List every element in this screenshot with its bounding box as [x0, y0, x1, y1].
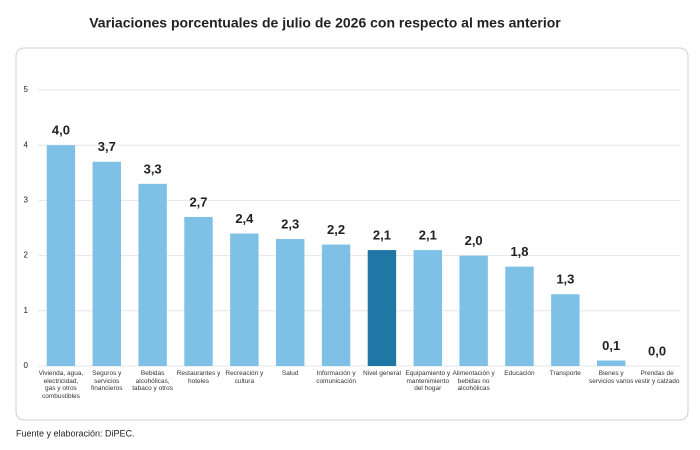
- x-tick-label: Recreación y cultura: [225, 370, 264, 385]
- x-tick-label-box: Bienes y servicios varios: [588, 370, 634, 385]
- value-label: 2,1: [373, 228, 391, 243]
- value-label: 1,3: [556, 272, 574, 287]
- value-label: 2,4: [235, 211, 254, 226]
- bar: [230, 233, 259, 366]
- bar: [46, 145, 76, 366]
- bar: [596, 360, 626, 366]
- chart-title: Variaciones porcentuales de julio de 202…: [89, 15, 561, 31]
- y-tick-label: 5: [24, 85, 29, 94]
- x-tick-label: Prendas de vestir y calzado: [634, 370, 680, 385]
- x-tick-label-box: Salud: [281, 370, 299, 377]
- y-tick-label: 1: [24, 306, 29, 315]
- value-label: 1,8: [510, 244, 528, 259]
- x-tick-label: Nivel general: [362, 370, 401, 377]
- value-label: 2,0: [465, 233, 483, 248]
- x-tick-label-box: Vivienda, agua, electricidad, gas y otro…: [38, 370, 84, 400]
- x-tick-label-box: Información y comunicación: [316, 370, 356, 385]
- bar: [551, 294, 580, 366]
- x-tick-label: Alimentación y bebidas no alcohólicas: [452, 370, 495, 392]
- value-label: 2,1: [419, 228, 437, 243]
- bar: [321, 244, 351, 366]
- y-tick-label: 3: [24, 196, 29, 205]
- bar: [275, 239, 305, 366]
- y-tick-label: 0: [24, 361, 29, 370]
- x-tick-label: Transporte: [549, 370, 581, 377]
- x-tick-label-box: Bebidas alcohólicas, tabaco y otros: [132, 370, 174, 392]
- value-label: 3,7: [98, 139, 116, 154]
- bar: [92, 161, 122, 366]
- value-label: 4,0: [52, 123, 70, 138]
- bar: [505, 266, 534, 366]
- x-tick-label: Equipamiento y mantenimiento del hogar: [405, 370, 451, 392]
- bar: [367, 250, 397, 366]
- value-label: 0,1: [602, 338, 620, 353]
- x-tick-label: Vivienda, agua, electricidad, gas y otro…: [38, 370, 84, 400]
- x-tick-label-box: Equipamiento y mantenimiento del hogar: [405, 370, 451, 392]
- x-tick-label-box: Transporte: [549, 370, 581, 377]
- bar: [184, 216, 213, 366]
- x-tick-label-box: Nivel general: [362, 370, 401, 377]
- x-tick-label: Salud: [281, 370, 299, 377]
- x-tick-label: Seguros y servicios financieros: [91, 370, 123, 392]
- y-tick-label: 4: [24, 140, 29, 149]
- value-label: 3,3: [144, 161, 162, 176]
- source-note: Fuente y elaboración: DiPEC.: [16, 428, 135, 438]
- bar: [138, 183, 167, 366]
- value-label: 2,3: [281, 216, 299, 231]
- x-tick-label-box: Educación: [504, 370, 535, 377]
- value-label: 0,0: [648, 343, 666, 358]
- x-tick-label: Educación: [504, 370, 535, 377]
- value-label: 2,2: [327, 222, 345, 237]
- x-tick-label: Restaurantes y hoteles: [176, 370, 221, 385]
- x-tick-label-box: Seguros y servicios financieros: [91, 370, 123, 392]
- bar: [413, 250, 443, 366]
- x-tick-label-box: Recreación y cultura: [225, 370, 264, 385]
- y-tick-label: 2: [24, 251, 29, 260]
- bar: [459, 255, 488, 366]
- x-tick-label-box: Alimentación y bebidas no alcohólicas: [452, 370, 495, 392]
- x-tick-label: Bienes y servicios varios: [588, 370, 634, 385]
- x-tick-label-box: Prendas de vestir y calzado: [634, 370, 680, 385]
- value-label: 2,7: [189, 194, 207, 209]
- x-tick-label: Información y comunicación: [316, 370, 356, 385]
- x-tick-label: Bebidas alcohólicas, tabaco y otros: [132, 370, 174, 392]
- x-tick-label-box: Restaurantes y hoteles: [176, 370, 221, 385]
